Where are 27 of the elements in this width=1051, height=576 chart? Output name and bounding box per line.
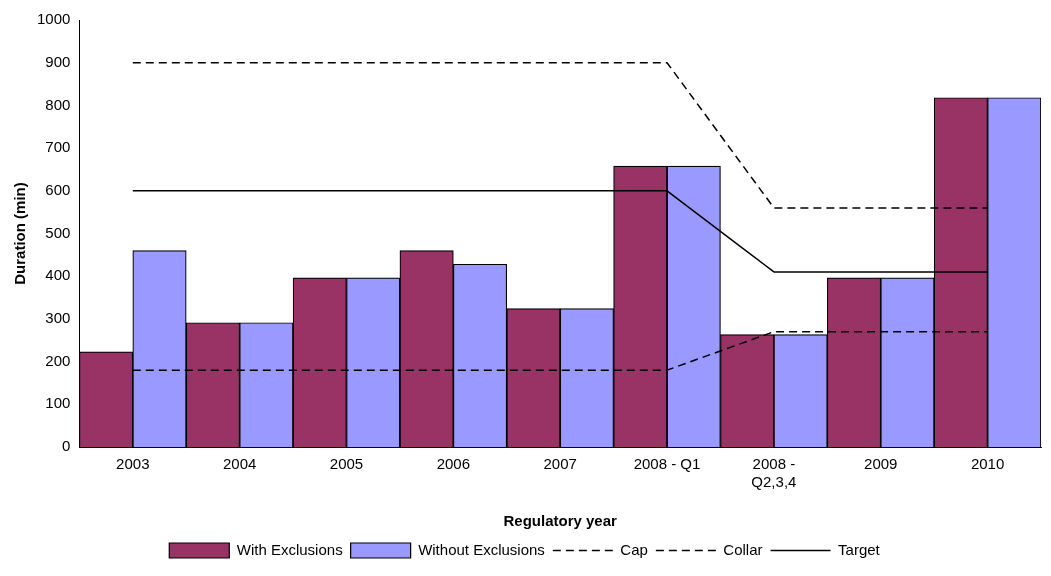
legend-label: Target [838, 540, 881, 558]
y-tick-label: 0 [62, 437, 71, 455]
x-tick-label: 2010 [970, 455, 1005, 473]
x-tick-label: 2006 [436, 455, 471, 473]
x-tick-label: 2008 - Q1 [633, 455, 701, 473]
y-tick-label: 500 [45, 223, 71, 241]
y-tick-label: 300 [45, 309, 71, 327]
x-tick-label: 2004 [222, 455, 257, 473]
x-axis-title: Regulatory year [503, 512, 618, 530]
y-tick-label: 900 [45, 52, 71, 70]
legend-label: Without Exclusions [418, 540, 545, 558]
y-tick-label: 200 [45, 351, 71, 369]
x-tick-label: 2009 [864, 455, 898, 473]
y-tick-label: 400 [45, 266, 71, 284]
y-tick-label: 800 [45, 95, 71, 113]
y-tick-label: 100 [45, 394, 71, 412]
y-tick-label: 700 [45, 138, 71, 156]
x-tick-label: 2003 [116, 455, 150, 473]
legend-label: With Exclusions [236, 540, 343, 558]
legend-label: Collar [723, 540, 763, 558]
x-tick-label: 2007 [543, 455, 577, 473]
y-tick-label: 1000 [36, 10, 71, 28]
x-tick-label: 2005 [329, 455, 364, 473]
x-tick-label: 2008 - Q2,3,4 [751, 455, 797, 491]
legend-label: Cap [620, 540, 648, 558]
y-axis-title: Duration (min) [11, 182, 29, 285]
y-tick-label: 600 [45, 180, 71, 198]
